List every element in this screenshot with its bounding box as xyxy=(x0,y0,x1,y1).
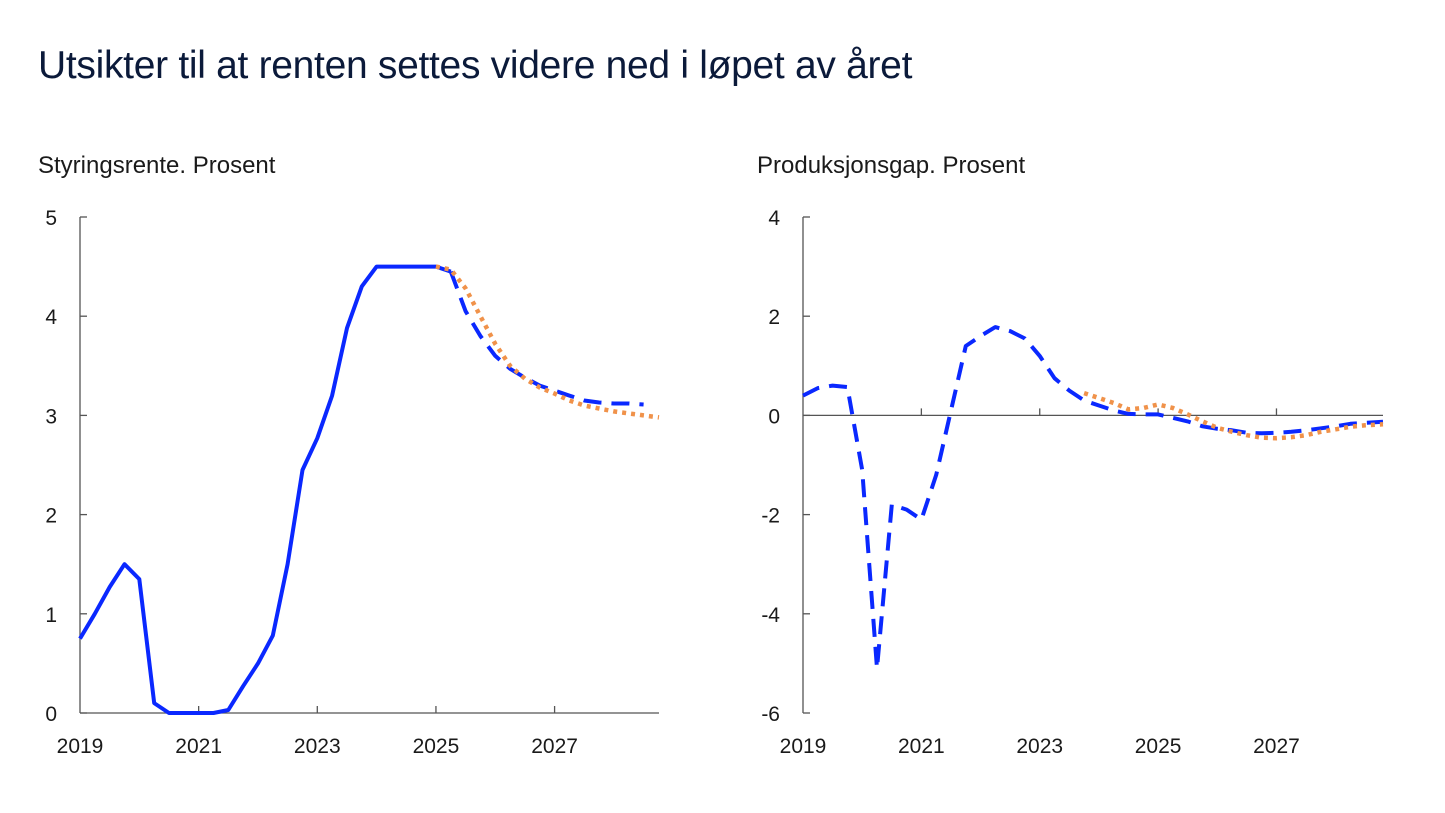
left-y-tick-label: 0 xyxy=(45,703,57,726)
right-y-tick-label: 2 xyxy=(768,306,780,329)
left-x-tick-label: 2019 xyxy=(57,735,104,758)
left-y-tick-label: 3 xyxy=(45,405,57,428)
left-series-historical-line xyxy=(78,264,452,715)
right-x-tick-label: 2023 xyxy=(1016,735,1063,758)
left-series-alternative-projection-line xyxy=(435,264,660,420)
right-series-alternative-projection-line xyxy=(1083,390,1384,441)
left-y-tick-label: 4 xyxy=(45,306,57,329)
right-x-tick-label: 2025 xyxy=(1135,735,1182,758)
right-x-tick-label: 2027 xyxy=(1253,735,1300,758)
left-x-tick-label: 2027 xyxy=(531,735,578,758)
left-chart-title: Styringsrente. Prosent xyxy=(38,152,276,179)
right-series-projection-line xyxy=(802,325,1384,671)
right-x-tick-label: 2019 xyxy=(780,735,827,758)
page-title: Utsikter til at renten settes videre ned… xyxy=(38,44,913,87)
right-x-tick-label: 2021 xyxy=(898,735,945,758)
right-chart-title: Produksjonsgap. Prosent xyxy=(757,152,1026,179)
right-y-tick-label: -4 xyxy=(761,604,780,627)
left-x-tick-label: 2023 xyxy=(294,735,341,758)
left-y-tick-label: 5 xyxy=(45,207,57,230)
left-y-tick-label: 1 xyxy=(45,604,57,627)
right-y-tick-label: 0 xyxy=(768,405,780,428)
left-x-tick-label: 2021 xyxy=(175,735,222,758)
left-series-projection-line xyxy=(448,270,644,407)
right-y-tick-label: 4 xyxy=(768,207,780,230)
right-y-tick-label: -6 xyxy=(761,703,780,726)
left-x-tick-label: 2025 xyxy=(413,735,460,758)
left-y-tick-label: 2 xyxy=(45,505,57,528)
right-y-tick-label: -2 xyxy=(761,505,780,528)
